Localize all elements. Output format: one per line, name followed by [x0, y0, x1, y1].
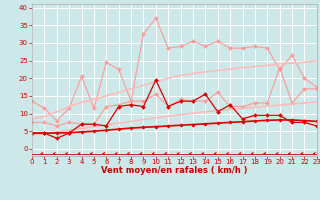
X-axis label: Vent moyen/en rafales ( km/h ): Vent moyen/en rafales ( km/h ) [101, 166, 248, 175]
